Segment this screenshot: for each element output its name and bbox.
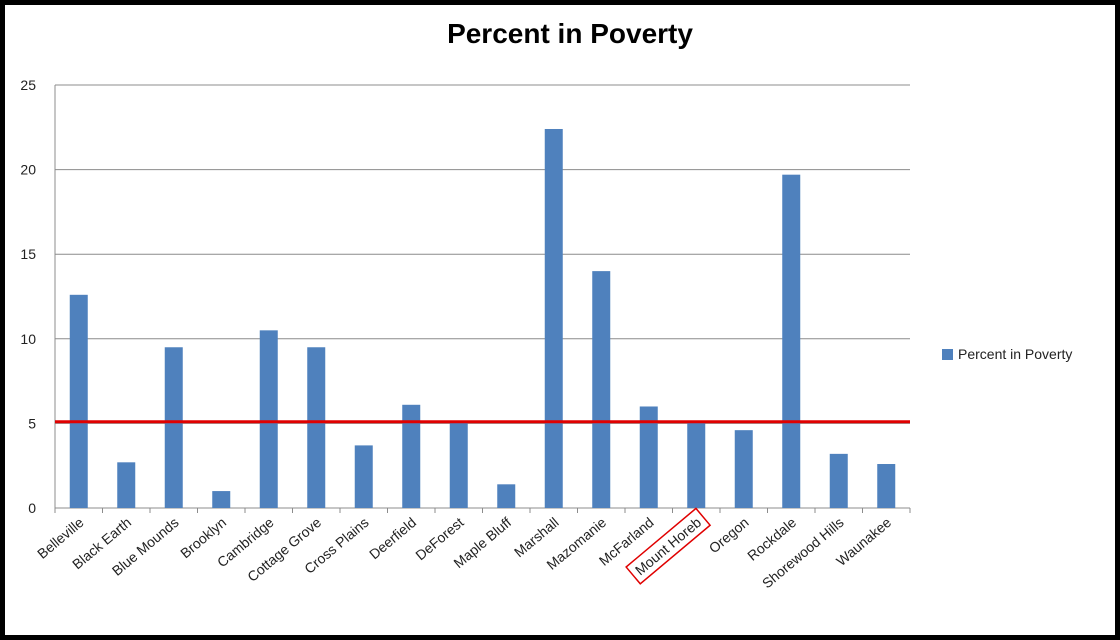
bar <box>497 484 516 508</box>
bar <box>354 445 373 508</box>
gridlines <box>55 84 910 424</box>
y-tick-label: 15 <box>20 246 36 262</box>
bar <box>307 347 326 508</box>
bar <box>117 462 136 508</box>
bar <box>164 347 183 508</box>
y-tick-label: 0 <box>28 500 36 516</box>
highlight-box <box>625 507 712 585</box>
bar <box>687 421 706 508</box>
bar <box>639 406 658 508</box>
bar <box>69 294 88 508</box>
legend-swatch <box>942 348 953 360</box>
bar <box>734 430 753 508</box>
bar <box>259 330 278 508</box>
bar <box>877 464 896 508</box>
bar <box>829 453 848 508</box>
y-tick-label: 5 <box>28 415 36 431</box>
y-tick-label: 20 <box>20 162 36 178</box>
legend-label: Percent in Poverty <box>958 346 1073 362</box>
bar <box>449 421 468 508</box>
chart-title: Percent in Poverty <box>447 18 693 49</box>
bars <box>69 128 896 508</box>
legend: Percent in Poverty <box>942 346 1072 362</box>
bar <box>212 491 231 508</box>
bar <box>544 128 563 508</box>
bar <box>782 174 801 508</box>
y-tick-label: 10 <box>20 331 36 347</box>
x-tick-label: Shorewood Hills <box>759 514 847 591</box>
x-tick-label: Deerfield <box>366 514 419 562</box>
bar <box>592 271 611 508</box>
bar <box>402 404 421 508</box>
y-tick-label: 25 <box>20 77 36 93</box>
axes <box>54 85 911 513</box>
